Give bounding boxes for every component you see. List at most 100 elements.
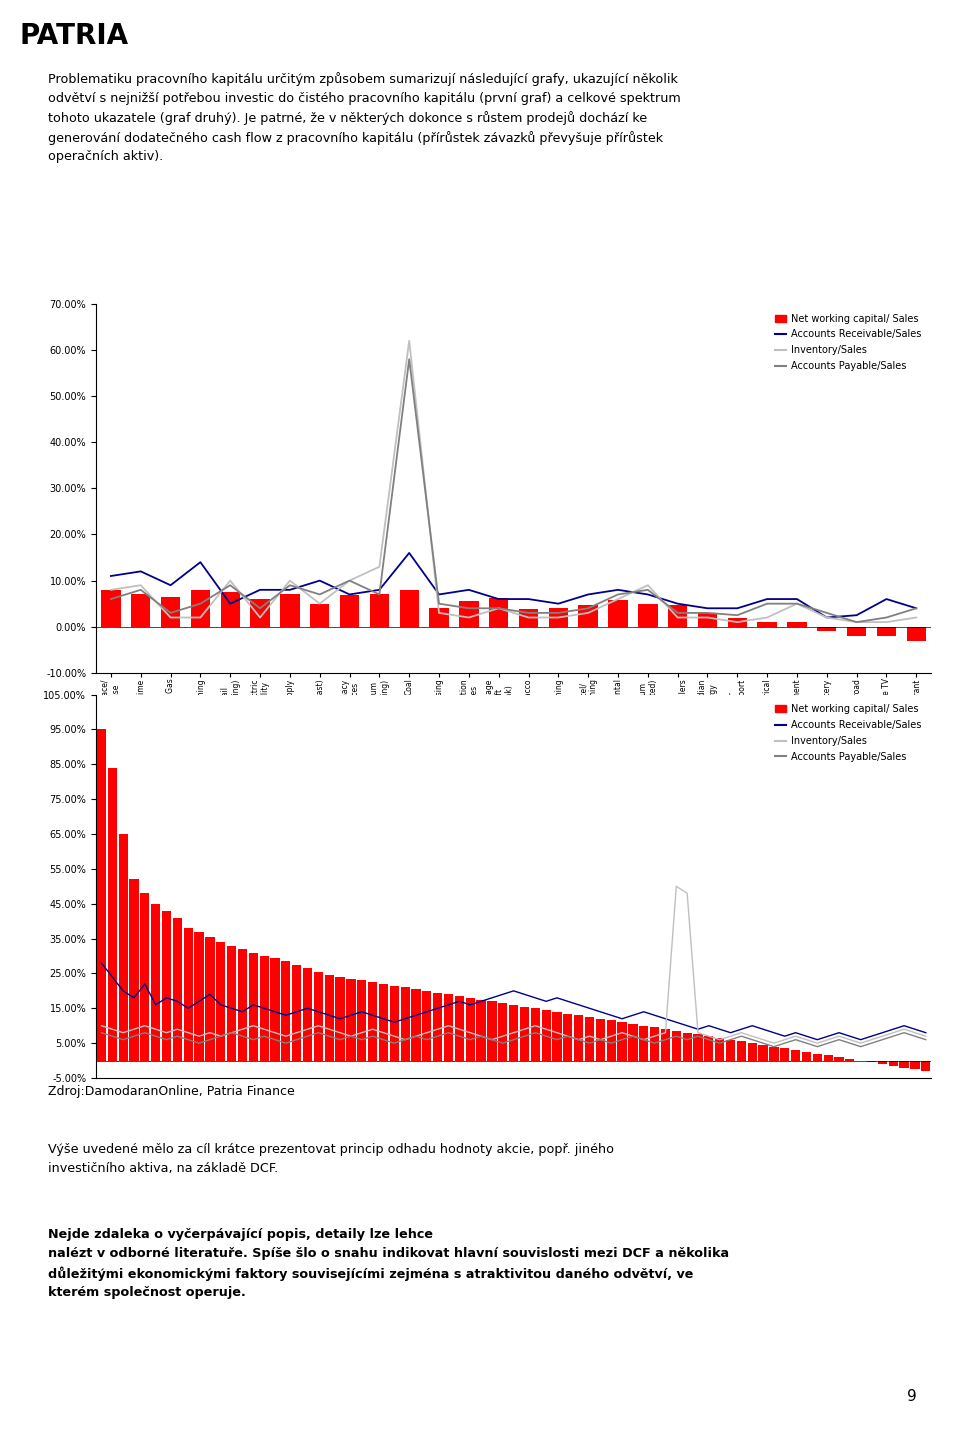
Bar: [476, 1000, 486, 1061]
Bar: [518, 609, 539, 627]
Bar: [650, 1027, 660, 1061]
Bar: [817, 627, 836, 631]
Bar: [867, 1061, 876, 1062]
Bar: [101, 590, 121, 627]
Bar: [390, 985, 399, 1061]
Bar: [889, 1061, 898, 1066]
Legend: Net working capital/ Sales, Accounts Receivable/Sales, Inventory/Sales, Accounts: Net working capital/ Sales, Accounts Rec…: [770, 308, 926, 376]
Bar: [191, 590, 210, 627]
Bar: [728, 618, 747, 627]
Bar: [259, 956, 269, 1061]
Bar: [221, 592, 240, 627]
Bar: [368, 983, 377, 1061]
Bar: [552, 1011, 562, 1061]
Bar: [876, 627, 896, 635]
Bar: [693, 1035, 703, 1061]
Bar: [249, 952, 258, 1061]
Bar: [638, 603, 658, 627]
Bar: [531, 1009, 540, 1061]
Bar: [429, 608, 448, 627]
Bar: [906, 627, 926, 641]
Bar: [845, 1059, 854, 1061]
Bar: [910, 1061, 920, 1069]
Bar: [824, 1055, 832, 1061]
Legend: Net working capital/ Sales, Accounts Receivable/Sales, Inventory/Sales, Accounts: Net working capital/ Sales, Accounts Rec…: [770, 699, 926, 767]
Bar: [314, 972, 323, 1061]
Bar: [498, 1003, 508, 1061]
Bar: [97, 729, 106, 1061]
Text: Problematiku pracovního kapitálu určitým způsobem sumarizují následující grafy, : Problematiku pracovního kapitálu určitým…: [48, 72, 681, 164]
Bar: [161, 596, 180, 627]
Bar: [310, 603, 329, 627]
Bar: [280, 595, 300, 627]
Bar: [281, 961, 291, 1061]
Bar: [672, 1030, 681, 1061]
Bar: [757, 622, 777, 627]
Bar: [758, 1045, 768, 1061]
Bar: [519, 1007, 529, 1061]
Bar: [813, 1053, 822, 1061]
Bar: [802, 1052, 811, 1061]
Bar: [412, 990, 420, 1061]
Bar: [609, 601, 628, 627]
Bar: [251, 599, 270, 627]
Bar: [847, 627, 866, 635]
Bar: [132, 595, 151, 627]
Bar: [596, 1019, 605, 1061]
Bar: [900, 1061, 909, 1068]
Bar: [574, 1016, 584, 1061]
Bar: [118, 833, 128, 1061]
Bar: [335, 977, 345, 1061]
Bar: [130, 880, 138, 1061]
Bar: [195, 932, 204, 1061]
Bar: [370, 595, 389, 627]
Bar: [748, 1043, 756, 1061]
Bar: [488, 1001, 496, 1061]
Bar: [549, 608, 568, 627]
Bar: [668, 605, 687, 627]
Bar: [791, 1051, 801, 1061]
Bar: [292, 965, 301, 1061]
Bar: [509, 1004, 518, 1061]
Bar: [607, 1020, 615, 1061]
Text: Zdroj:DamodaranOnline, Patria Finance: Zdroj:DamodaranOnline, Patria Finance: [48, 1085, 295, 1098]
Bar: [444, 994, 453, 1061]
Bar: [455, 996, 464, 1061]
Bar: [726, 1039, 735, 1061]
Bar: [238, 949, 247, 1061]
Bar: [489, 598, 509, 627]
Bar: [324, 975, 334, 1061]
Bar: [433, 993, 443, 1061]
Bar: [922, 1061, 930, 1071]
Bar: [400, 987, 410, 1061]
Bar: [660, 1029, 670, 1061]
Bar: [205, 936, 214, 1061]
Bar: [736, 1042, 746, 1061]
Bar: [108, 768, 117, 1061]
Bar: [183, 928, 193, 1061]
Bar: [579, 605, 598, 627]
Bar: [173, 917, 182, 1061]
Bar: [379, 984, 388, 1061]
Bar: [399, 590, 419, 627]
Bar: [271, 958, 279, 1061]
Bar: [140, 893, 150, 1061]
Bar: [639, 1026, 648, 1061]
Bar: [877, 1061, 887, 1064]
Bar: [698, 614, 717, 627]
Bar: [715, 1037, 724, 1061]
Bar: [340, 595, 359, 627]
Bar: [834, 1058, 844, 1061]
Bar: [216, 942, 226, 1061]
Bar: [585, 1017, 594, 1061]
Bar: [628, 1024, 637, 1061]
Bar: [769, 1046, 779, 1061]
Text: 9: 9: [907, 1389, 917, 1404]
Bar: [459, 602, 478, 627]
Bar: [151, 904, 160, 1061]
Bar: [780, 1049, 789, 1061]
Bar: [162, 910, 171, 1061]
Bar: [347, 978, 355, 1061]
Bar: [564, 1013, 572, 1061]
Bar: [466, 998, 475, 1061]
